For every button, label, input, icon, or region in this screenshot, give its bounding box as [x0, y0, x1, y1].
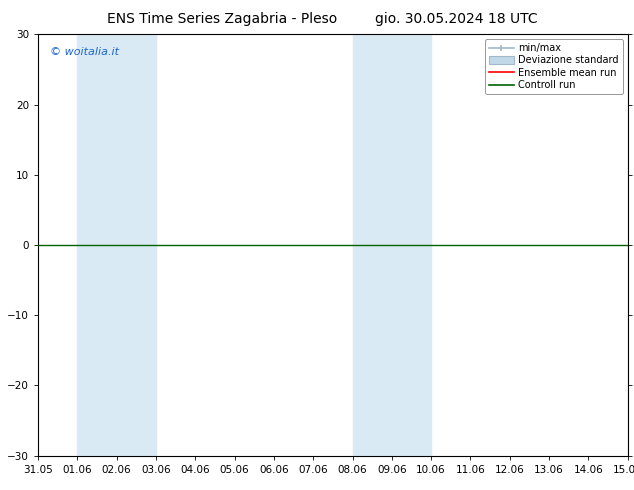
- Legend: min/max, Deviazione standard, Ensemble mean run, Controll run: min/max, Deviazione standard, Ensemble m…: [486, 39, 623, 94]
- Bar: [77, 34, 156, 456]
- Bar: [353, 34, 431, 456]
- Text: © woitalia.it: © woitalia.it: [50, 47, 119, 57]
- Text: ENS Time Series Zagabria - Pleso: ENS Time Series Zagabria - Pleso: [107, 12, 337, 26]
- Text: gio. 30.05.2024 18 UTC: gio. 30.05.2024 18 UTC: [375, 12, 538, 26]
